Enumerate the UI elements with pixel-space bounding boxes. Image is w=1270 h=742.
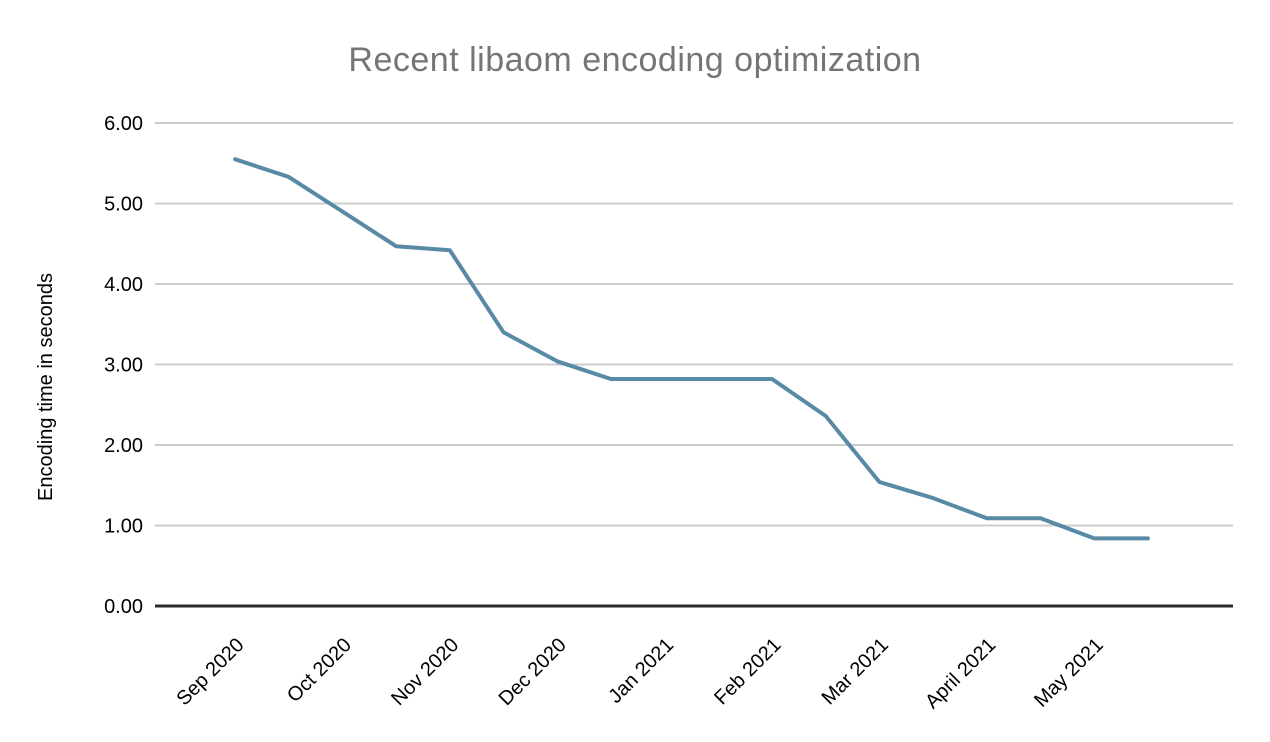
x-tick-label: Jan 2021 [604, 634, 678, 708]
x-tick-label: April 2021 [921, 634, 1000, 713]
x-tick-label: Sep 2020 [172, 634, 248, 710]
series-line [233, 157, 1150, 541]
y-tick-label: 2.00 [104, 435, 143, 457]
y-axis-tick-labels: 6.00 5.00 4.00 3.00 2.00 1.00 0.00 [104, 113, 143, 618]
y-tick-label: 5.00 [104, 194, 143, 216]
x-axis-tick-labels: Sep 2020 Oct 2020 Nov 2020 Dec 2020 Jan 2021… [172, 634, 1107, 713]
x-tick-label: Mar 2021 [818, 634, 893, 709]
gridlines [155, 122, 1233, 527]
y-tick-label: 4.00 [104, 274, 143, 296]
y-tick-label: 6.00 [104, 113, 143, 135]
y-tick-label: 3.00 [104, 355, 143, 377]
x-tick-label: Dec 2020 [495, 634, 571, 710]
x-tick-label: Feb 2021 [710, 634, 785, 709]
x-tick-label: Oct 2020 [283, 634, 356, 707]
y-tick-label: 1.00 [104, 516, 143, 538]
x-tick-label: Nov 2020 [387, 634, 463, 710]
x-tick-label: May 2021 [1030, 634, 1108, 712]
y-tick-label: 0.00 [104, 596, 143, 618]
y-axis-title: Encoding time in seconds [35, 273, 57, 501]
chart-title: Recent libaom encoding optimization [348, 41, 922, 79]
